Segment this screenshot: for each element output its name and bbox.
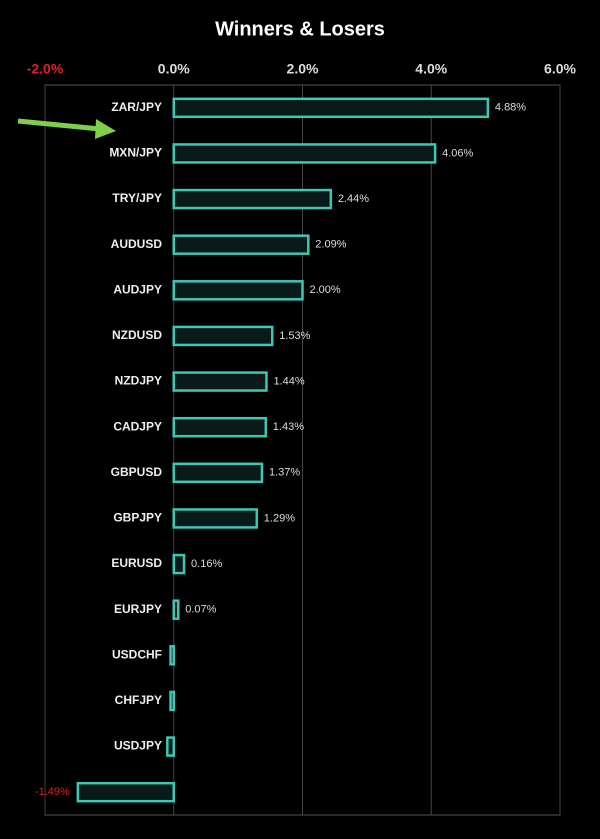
- y-tick-label: NZDJPY: [115, 374, 162, 388]
- bar: [166, 736, 175, 757]
- y-tick-label: MXN/JPY: [109, 146, 162, 160]
- chart-title: Winners & Losers: [215, 18, 385, 40]
- bar: [172, 188, 333, 210]
- bar: [169, 690, 175, 712]
- y-tick-label: CADJPY: [113, 419, 162, 433]
- bar: [172, 143, 437, 164]
- x-tick-label: 2.0%: [287, 61, 319, 77]
- y-tick-label: AUDJPY: [113, 282, 162, 296]
- bar: [169, 645, 175, 666]
- y-tick-label: NZDUSD: [112, 328, 162, 342]
- x-tick-label: 4.0%: [415, 61, 447, 77]
- value-label: 1.43%: [273, 421, 304, 433]
- y-tick-label: ZAR/JPY: [111, 100, 162, 114]
- y-tick-label: TRY/JPY: [112, 191, 162, 205]
- value-label: 1.37%: [269, 467, 300, 479]
- value-label: 0.07%: [185, 604, 216, 616]
- y-tick-label: EURUSD: [111, 556, 162, 570]
- y-tick-label: USDCHF: [112, 647, 162, 661]
- value-label: 0.16%: [191, 558, 222, 570]
- plot-area: -2.0% 0.0% 2.0% 4.0% 6.0% ZAR/JPY 4.88% MXN/JPY…: [27, 61, 577, 815]
- arrow-head: [95, 119, 116, 139]
- bar: [172, 280, 304, 301]
- value-label: 4.06%: [442, 147, 473, 159]
- value-label: 1.44%: [273, 375, 304, 387]
- value-label: 4.88%: [495, 102, 526, 114]
- y-tick-label: GBPJPY: [113, 511, 162, 525]
- bar: [172, 553, 186, 575]
- bar: [76, 781, 175, 803]
- bar: [172, 234, 310, 255]
- bar: [172, 462, 264, 484]
- x-tick-label: 6.0%: [544, 61, 576, 77]
- value-label: 2.44%: [338, 193, 369, 205]
- annotation-arrow: [17, 118, 116, 139]
- x-tick-label: 0.0%: [158, 61, 190, 77]
- value-label: 1.53%: [279, 330, 310, 342]
- bar: [172, 325, 274, 347]
- value-label: -1.49%: [35, 786, 70, 798]
- y-tick-label: EURJPY: [114, 602, 162, 616]
- y-tick-label: USDJPY: [114, 739, 162, 753]
- y-tick-label: CHFJPY: [115, 693, 162, 707]
- bar: [172, 371, 268, 392]
- x-tick-label: -2.0%: [27, 61, 64, 77]
- value-label: 2.00%: [310, 284, 341, 296]
- value-label: 2.09%: [315, 239, 346, 251]
- bar: [172, 508, 259, 529]
- bar: [172, 97, 490, 119]
- arrow-shaft: [17, 118, 101, 132]
- y-tick-label: GBPUSD: [111, 465, 163, 479]
- bar: [172, 599, 180, 620]
- y-tick-label: AUDUSD: [111, 237, 163, 251]
- bar: [172, 416, 268, 438]
- value-label: 1.29%: [264, 512, 295, 524]
